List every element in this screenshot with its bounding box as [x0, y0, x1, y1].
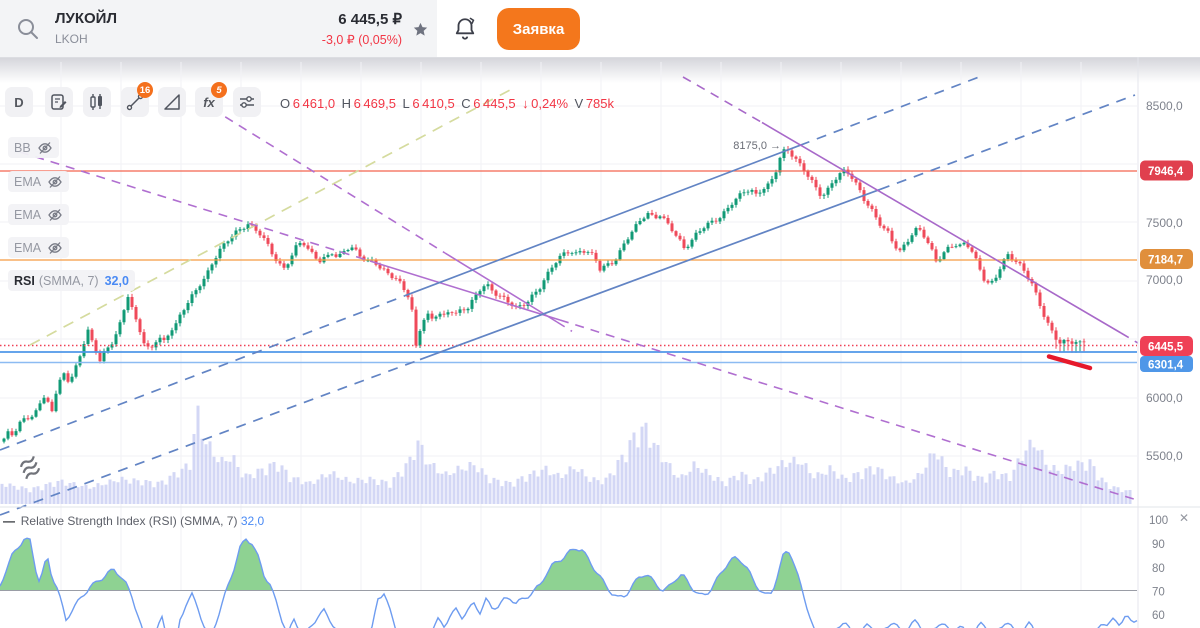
svg-text:6445,5: 6445,5: [1148, 342, 1184, 354]
svg-text:70: 70: [1152, 587, 1165, 599]
svg-text:8500,0: 8500,0: [1146, 99, 1183, 113]
svg-text:90: 90: [1152, 539, 1165, 551]
svg-text:7000,0: 7000,0: [1146, 273, 1183, 287]
svg-text:7946,4: 7946,4: [1148, 166, 1184, 178]
svg-text:6301,4: 6301,4: [1148, 360, 1184, 372]
svg-text:8175,0 →: 8175,0 →: [733, 140, 781, 152]
svg-text:60: 60: [1152, 610, 1165, 622]
svg-text:100: 100: [1149, 515, 1168, 527]
svg-text:6000,0: 6000,0: [1146, 391, 1183, 405]
svg-text:7500,0: 7500,0: [1146, 216, 1183, 230]
svg-text:5500,0: 5500,0: [1146, 449, 1183, 463]
svg-text:80: 80: [1152, 563, 1165, 575]
svg-text:7184,7: 7184,7: [1148, 255, 1183, 267]
svg-text:✕: ✕: [1179, 511, 1189, 525]
